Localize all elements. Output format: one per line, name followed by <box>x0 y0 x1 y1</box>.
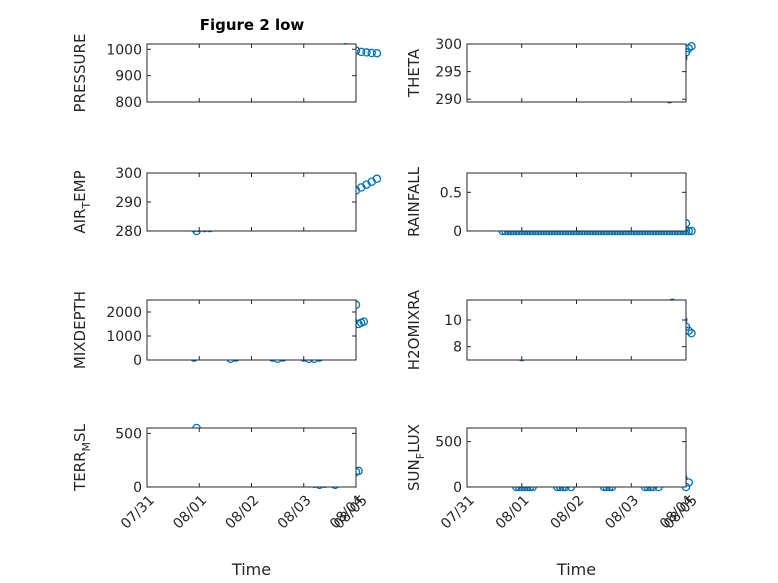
subplot-theta: 290 295 300 THETA <box>405 37 696 108</box>
x-tick-label: 07/31 <box>438 493 478 533</box>
y-tick-label: 290 <box>435 92 462 108</box>
y-tick-label: 800 <box>115 95 142 111</box>
data-point <box>687 329 696 338</box>
axes-box <box>146 43 357 103</box>
y-axis-label: SUNFLUX <box>405 424 427 491</box>
data-point <box>367 48 376 58</box>
subplot-pressure: 800 900 1000 PRESSURE <box>71 34 382 113</box>
y-tick-label: 0.5 <box>440 185 462 201</box>
y-tick-label: 300 <box>435 37 462 53</box>
x-tick-label: 08/02 <box>222 493 262 533</box>
y-tick-label: 8 <box>453 340 462 356</box>
y-tick-label: 0 <box>453 224 462 240</box>
axes-box <box>146 172 357 232</box>
data-point <box>372 174 382 184</box>
y-tick-label: 0 <box>133 353 142 369</box>
figure-title: Figure 2 low <box>200 16 305 34</box>
y-tick-label: 280 <box>115 224 142 240</box>
y-tick-label: 500 <box>115 426 142 442</box>
subplot-air-temp: 280 290 300 AIRTEMP <box>71 166 382 240</box>
axes-box <box>146 427 357 488</box>
y-axis-label: PRESSURE <box>71 34 89 113</box>
y-tick-label: 2000 <box>106 305 142 321</box>
y-tick-label: 1000 <box>106 329 142 345</box>
y-tick-label: 1000 <box>106 42 142 58</box>
x-axis-label: Time <box>231 560 271 579</box>
y-tick-label: 0 <box>453 480 462 496</box>
y-tick-label: 900 <box>115 69 142 85</box>
y-tick-label: 295 <box>435 65 462 81</box>
data-point <box>362 48 371 57</box>
y-tick-label: 300 <box>115 166 142 182</box>
y-axis-label: RAINFALL <box>405 166 423 237</box>
data-point <box>359 317 369 326</box>
axes-box <box>466 172 687 232</box>
axes-box <box>466 427 687 488</box>
y-tick-label: 290 <box>115 195 142 211</box>
x-tick-label: 08/01 <box>493 493 533 533</box>
x-tick-label: 07/31 <box>118 493 158 533</box>
data-point <box>356 47 366 57</box>
subplot-h2omixra: 8 10 H2OMIXRA <box>405 289 696 370</box>
x-tick-label: 08/03 <box>275 493 315 533</box>
axes-box <box>466 299 687 361</box>
axes-box <box>146 299 357 361</box>
subplot-mixdepth: 0 1000 2000 MIXDEPTH <box>71 291 369 369</box>
axes-box <box>466 43 687 103</box>
y-tick-label: 500 <box>435 435 462 451</box>
x-tick-label: 08/03 <box>602 493 642 533</box>
y-axis-label: H2OMIXRA <box>405 289 423 370</box>
x-axis-label: Time <box>556 560 596 579</box>
data-point <box>687 41 696 51</box>
x-tick-label: 08/02 <box>547 493 587 533</box>
data-point <box>372 48 382 58</box>
y-tick-label: 0 <box>133 480 142 496</box>
y-axis-label: TERRMSL <box>71 423 93 492</box>
y-axis-label: AIRTEMP <box>71 170 93 233</box>
y-tick-label: 10 <box>444 313 462 329</box>
data-point <box>687 226 696 236</box>
x-tick-label: 08/01 <box>170 493 210 533</box>
y-axis-label: MIXDEPTH <box>71 291 89 369</box>
y-axis-label: THETA <box>405 48 423 98</box>
subplot-rainfall: 0 0.5 RAINFALL <box>405 166 696 240</box>
